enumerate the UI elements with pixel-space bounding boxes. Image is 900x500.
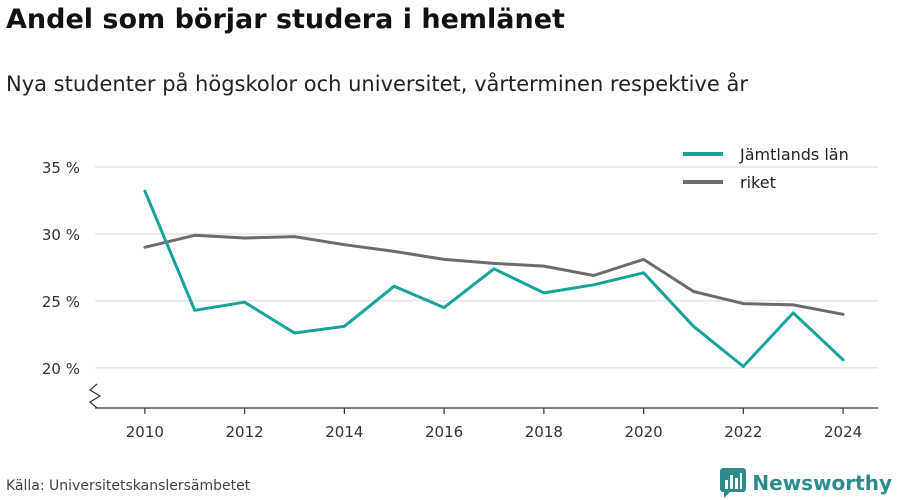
gridlines xyxy=(95,166,878,369)
x-tick-label: 2022 xyxy=(724,423,762,441)
source-note: Källa: Universitetskanslersämbetet xyxy=(6,478,251,494)
x-tick-label: 2010 xyxy=(126,423,164,441)
line-chart: 20 % 25 % 30 % 35 % 2010 2012 2014 2016 2018 202… xyxy=(42,145,878,441)
y-tick-label: 20 % xyxy=(42,360,80,378)
bar-chart-logo-icon xyxy=(720,468,747,498)
x-axis: 2010 2012 2014 2016 2018 2020 2022 2024 xyxy=(95,407,878,441)
series-lines xyxy=(143,189,845,368)
x-tick-label: 2018 xyxy=(525,423,563,441)
x-tick-label: 2024 xyxy=(824,423,862,441)
axis-break-icon xyxy=(88,383,102,409)
legend: Jämtlands län riket xyxy=(683,145,849,192)
x-tick-label: 2016 xyxy=(425,423,463,441)
chart-subtitle: Nya studenter på högskolor och universit… xyxy=(6,72,748,96)
brand-name: Newsworthy xyxy=(752,471,892,495)
y-axis: 20 % 25 % 30 % 35 % xyxy=(42,159,102,409)
y-tick-label: 25 % xyxy=(42,293,80,311)
chart-title: Andel som börjar studera i hemlänet xyxy=(6,4,565,35)
x-tick-label: 2020 xyxy=(625,423,663,441)
x-tick-label: 2014 xyxy=(325,423,363,441)
series-line-1 xyxy=(143,233,845,316)
brand-logo: Newsworthy xyxy=(720,468,892,498)
y-tick-label: 35 % xyxy=(42,159,80,177)
x-tick-label: 2012 xyxy=(226,423,264,441)
series-line-0 xyxy=(143,189,845,368)
legend-label: Jämtlands län xyxy=(739,145,849,164)
y-tick-label: 30 % xyxy=(42,226,80,244)
legend-label: riket xyxy=(740,173,776,192)
